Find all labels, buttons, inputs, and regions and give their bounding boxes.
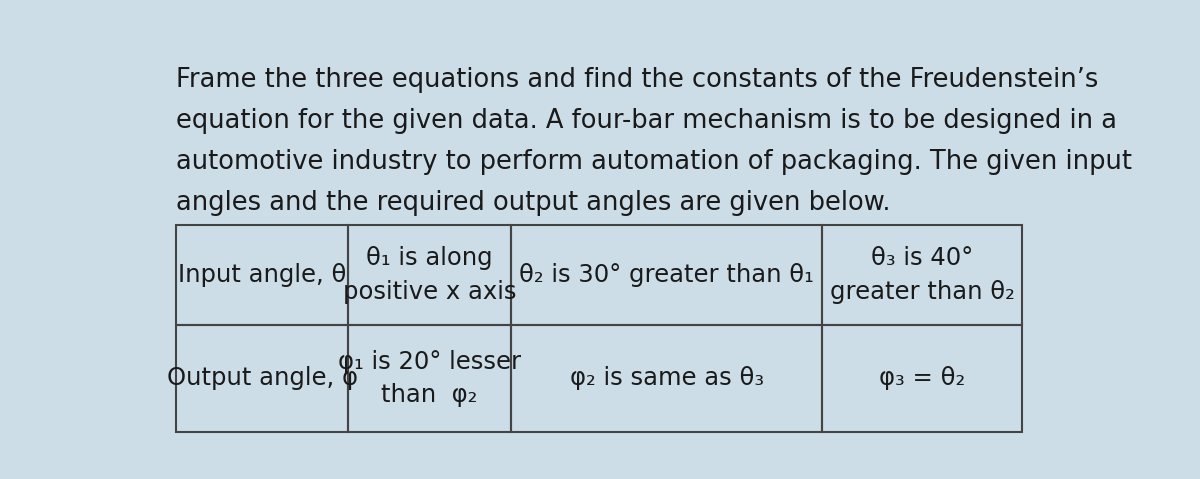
Bar xyxy=(822,325,1022,432)
Text: φ₂ is same as θ₃: φ₂ is same as θ₃ xyxy=(570,366,763,390)
Bar xyxy=(176,225,348,325)
Bar xyxy=(348,325,511,432)
Text: Output angle, φ: Output angle, φ xyxy=(167,366,358,390)
Text: θ₃ is 40°
greater than θ₂: θ₃ is 40° greater than θ₂ xyxy=(830,246,1015,304)
Text: φ₃ = θ₂: φ₃ = θ₂ xyxy=(880,366,966,390)
Text: θ₁ is along
positive x axis: θ₁ is along positive x axis xyxy=(343,246,516,304)
Text: θ₂ is 30° greater than θ₁: θ₂ is 30° greater than θ₁ xyxy=(520,263,814,287)
Text: Frame the three equations and find the constants of the Freudenstein’s
equation : Frame the three equations and find the c… xyxy=(176,67,1132,216)
Bar xyxy=(511,325,822,432)
Text: Input angle, θ: Input angle, θ xyxy=(178,263,347,287)
Text: φ₁ is 20° lesser
than  φ₂: φ₁ is 20° lesser than φ₂ xyxy=(338,350,521,407)
Bar xyxy=(822,225,1022,325)
Bar xyxy=(348,225,511,325)
Bar xyxy=(511,225,822,325)
Bar xyxy=(176,325,348,432)
